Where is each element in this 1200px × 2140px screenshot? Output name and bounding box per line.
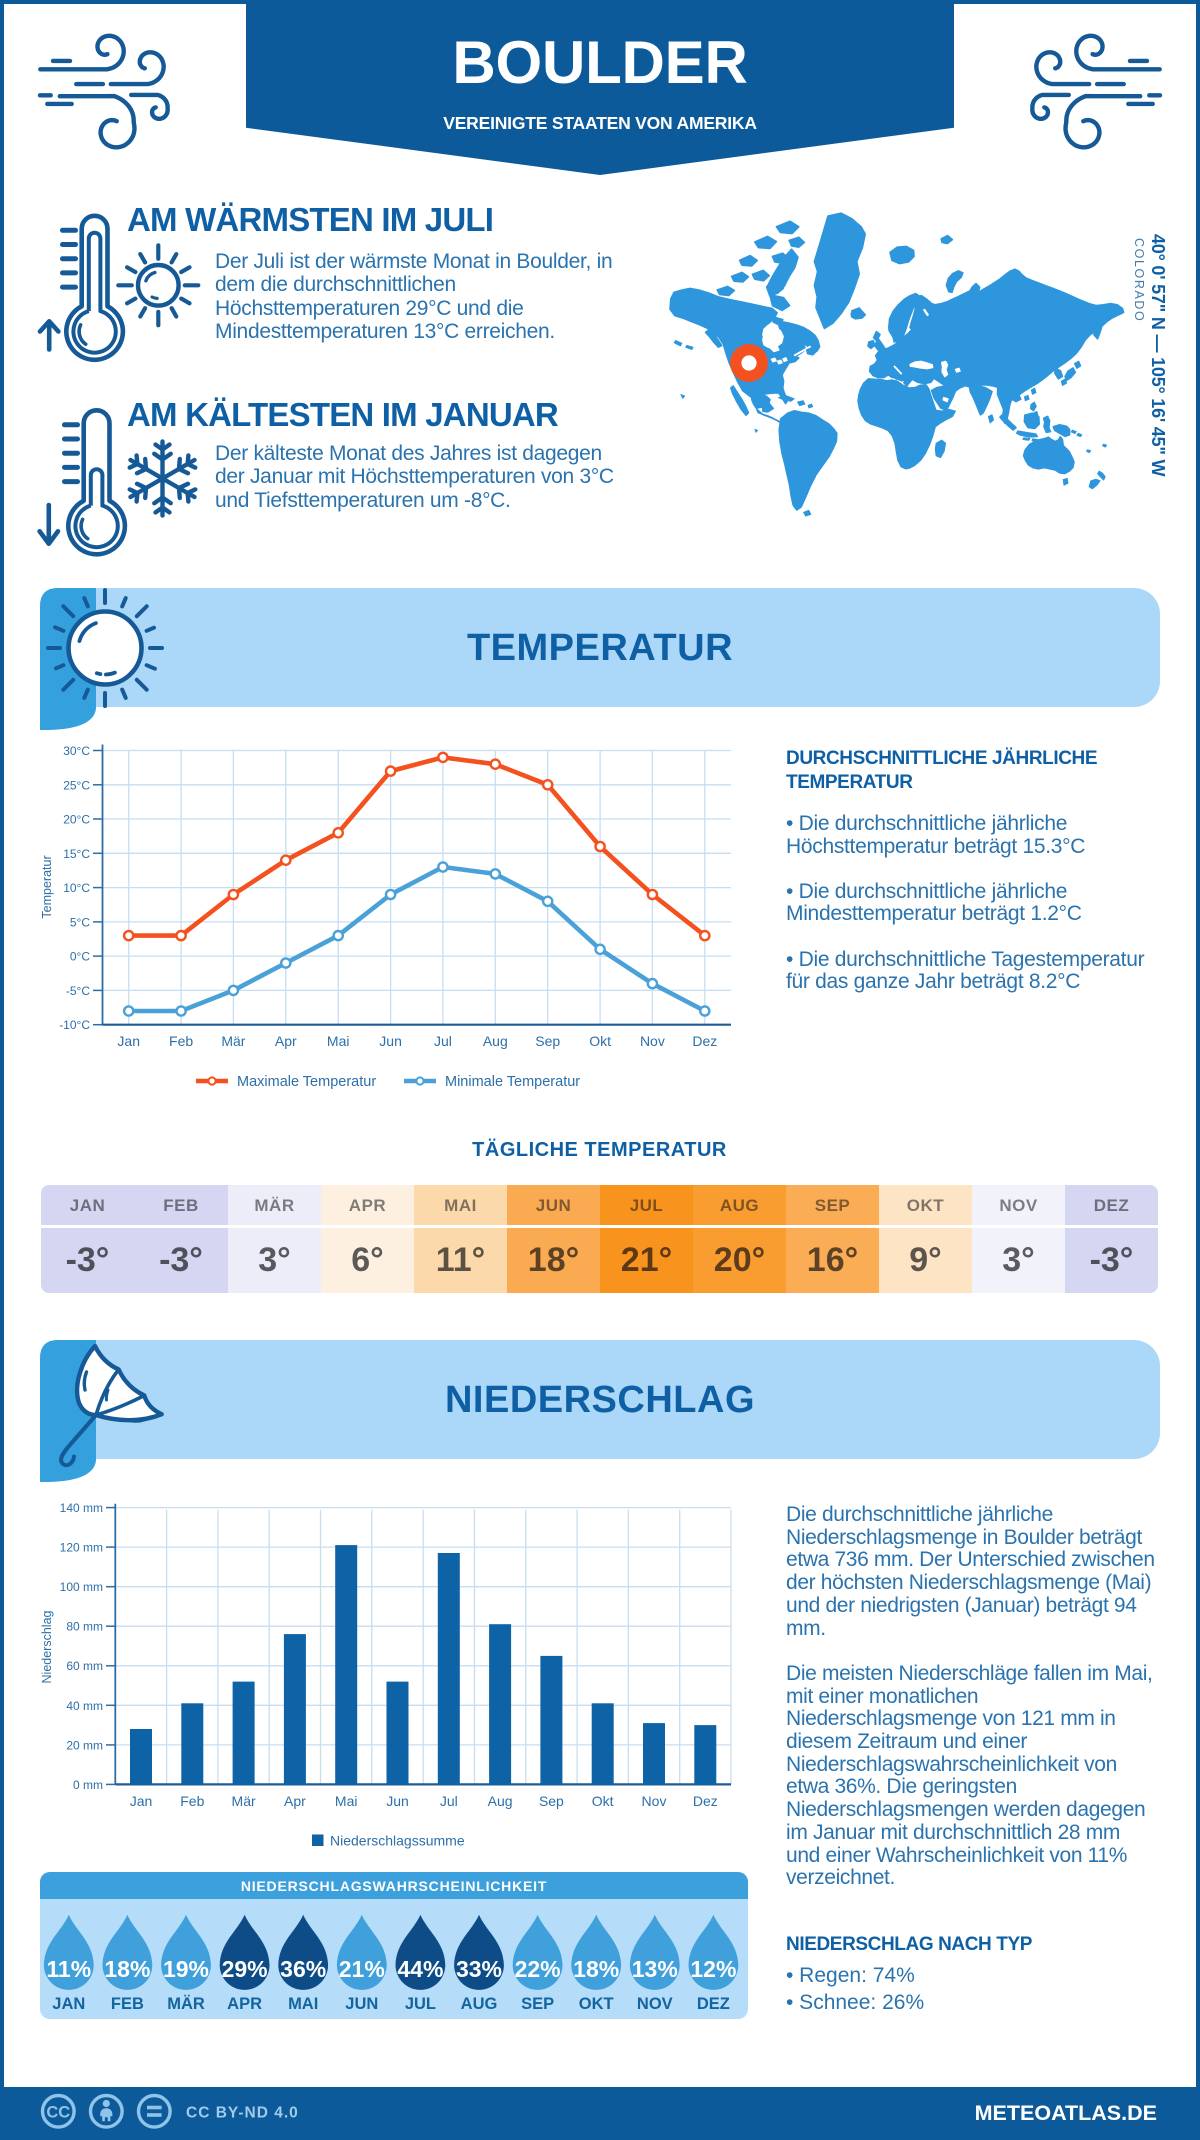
svg-text:OKT: OKT: [579, 1995, 614, 2013]
svg-text:21%: 21%: [339, 1956, 385, 1982]
svg-text:Mai: Mai: [335, 1793, 358, 1809]
svg-text:20°C: 20°C: [63, 813, 90, 827]
svg-text:22%: 22%: [515, 1956, 561, 1982]
svg-text:19%: 19%: [163, 1956, 209, 1982]
svg-text:Niederschlagssumme: Niederschlagssumme: [330, 1833, 465, 1849]
svg-text:MÄR: MÄR: [167, 1995, 205, 2013]
svg-text:60 mm: 60 mm: [66, 1659, 103, 1673]
svg-text:Maximale Temperatur: Maximale Temperatur: [237, 1074, 376, 1090]
svg-text:Jun: Jun: [379, 1033, 402, 1049]
svg-text:12%: 12%: [690, 1956, 736, 1982]
svg-text:140 mm: 140 mm: [60, 1501, 103, 1515]
svg-text:Aug: Aug: [483, 1033, 508, 1049]
svg-text:CC: CC: [46, 2104, 70, 2122]
svg-text:30°C: 30°C: [63, 744, 90, 758]
svg-text:Feb: Feb: [180, 1793, 204, 1809]
svg-text:Nov: Nov: [642, 1793, 667, 1809]
svg-text:Apr: Apr: [284, 1793, 306, 1809]
svg-text:25°C: 25°C: [63, 778, 90, 792]
svg-text:Nov: Nov: [640, 1033, 665, 1049]
svg-text:Jan: Jan: [130, 1793, 153, 1809]
svg-text:Mai: Mai: [327, 1033, 350, 1049]
svg-text:Okt: Okt: [589, 1033, 611, 1049]
svg-text:NOV: NOV: [637, 1995, 673, 2013]
svg-text:44%: 44%: [397, 1956, 443, 1982]
svg-text:Mär: Mär: [232, 1793, 256, 1809]
svg-text:18%: 18%: [104, 1956, 150, 1982]
svg-text:APR: APR: [227, 1995, 262, 2013]
svg-text:Sep: Sep: [535, 1033, 560, 1049]
svg-text:Niederschlag: Niederschlag: [40, 1610, 54, 1683]
svg-text:36%: 36%: [280, 1956, 326, 1982]
svg-text:CC BY-ND 4.0: CC BY-ND 4.0: [186, 2105, 299, 2122]
svg-text:Jun: Jun: [386, 1793, 409, 1809]
svg-text:METEOATLAS.DE: METEOATLAS.DE: [975, 2101, 1157, 2125]
svg-text:10°C: 10°C: [63, 881, 90, 895]
svg-text:Okt: Okt: [592, 1793, 614, 1809]
svg-text:100 mm: 100 mm: [60, 1580, 103, 1594]
svg-text:DEZ: DEZ: [697, 1995, 730, 2013]
svg-text:40 mm: 40 mm: [66, 1699, 103, 1713]
svg-text:18%: 18%: [573, 1956, 619, 1982]
svg-text:JUL: JUL: [405, 1995, 436, 2013]
svg-text:Jul: Jul: [434, 1033, 452, 1049]
svg-text:SEP: SEP: [521, 1995, 554, 2013]
svg-text:-5°C: -5°C: [66, 984, 90, 998]
svg-text:MAI: MAI: [288, 1995, 318, 2013]
svg-text:Jan: Jan: [117, 1033, 140, 1049]
svg-text:FEB: FEB: [111, 1995, 144, 2013]
svg-text:13%: 13%: [632, 1956, 678, 1982]
svg-text:5°C: 5°C: [70, 915, 90, 929]
svg-text:0°C: 0°C: [70, 950, 90, 964]
svg-text:Minimale Temperatur: Minimale Temperatur: [445, 1074, 580, 1090]
svg-text:29%: 29%: [222, 1956, 268, 1982]
svg-text:120 mm: 120 mm: [60, 1541, 103, 1555]
svg-text:80 mm: 80 mm: [66, 1620, 103, 1634]
svg-text:JAN: JAN: [52, 1995, 85, 2013]
svg-text:JUN: JUN: [345, 1995, 378, 2013]
svg-text:Dez: Dez: [692, 1033, 717, 1049]
svg-text:AUG: AUG: [461, 1995, 498, 2013]
svg-text:Jul: Jul: [440, 1793, 458, 1809]
svg-text:15°C: 15°C: [63, 847, 90, 861]
svg-text:Aug: Aug: [488, 1793, 513, 1809]
svg-text:33%: 33%: [456, 1956, 502, 1982]
svg-text:Dez: Dez: [693, 1793, 718, 1809]
svg-text:-10°C: -10°C: [59, 1018, 90, 1032]
svg-text:Temperatur: Temperatur: [40, 855, 54, 918]
svg-text:0 mm: 0 mm: [73, 1778, 103, 1792]
svg-text:Mär: Mär: [221, 1033, 245, 1049]
svg-text:11%: 11%: [46, 1956, 91, 1982]
svg-text:Sep: Sep: [539, 1793, 564, 1809]
svg-text:Feb: Feb: [169, 1033, 193, 1049]
svg-text:Apr: Apr: [275, 1033, 297, 1049]
svg-text:20 mm: 20 mm: [66, 1738, 103, 1752]
